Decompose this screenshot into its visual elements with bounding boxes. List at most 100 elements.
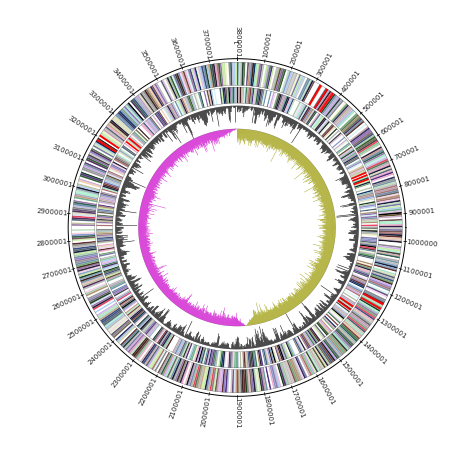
Wedge shape (298, 355, 309, 377)
Wedge shape (278, 300, 286, 313)
Wedge shape (165, 78, 176, 100)
Wedge shape (325, 234, 335, 236)
Wedge shape (162, 80, 174, 101)
Wedge shape (221, 369, 225, 392)
Wedge shape (321, 192, 329, 196)
Wedge shape (115, 232, 123, 233)
Wedge shape (356, 305, 375, 319)
Wedge shape (138, 224, 147, 225)
Wedge shape (148, 266, 156, 270)
Wedge shape (225, 106, 226, 111)
Wedge shape (315, 307, 322, 315)
Wedge shape (299, 159, 308, 167)
Wedge shape (241, 352, 243, 368)
Wedge shape (127, 305, 140, 316)
Wedge shape (157, 135, 159, 137)
Wedge shape (229, 318, 230, 326)
Wedge shape (182, 118, 186, 126)
Wedge shape (361, 225, 377, 226)
Wedge shape (115, 290, 130, 299)
Wedge shape (139, 234, 149, 236)
Wedge shape (119, 257, 124, 259)
Wedge shape (351, 207, 357, 209)
Wedge shape (288, 331, 291, 337)
Wedge shape (166, 290, 173, 297)
Wedge shape (151, 85, 164, 106)
Wedge shape (355, 253, 356, 254)
Wedge shape (159, 167, 167, 173)
Wedge shape (174, 297, 180, 303)
Wedge shape (209, 109, 210, 111)
Wedge shape (173, 123, 176, 127)
Wedge shape (310, 318, 314, 322)
Wedge shape (101, 308, 121, 323)
Wedge shape (269, 92, 275, 108)
Wedge shape (355, 267, 370, 273)
Wedge shape (116, 217, 119, 218)
Wedge shape (173, 295, 180, 303)
Wedge shape (124, 331, 141, 349)
Wedge shape (264, 349, 269, 364)
Wedge shape (154, 311, 160, 317)
Wedge shape (172, 358, 182, 380)
Wedge shape (341, 288, 342, 289)
Wedge shape (336, 166, 342, 169)
Wedge shape (159, 81, 171, 102)
Wedge shape (185, 143, 191, 152)
Wedge shape (259, 108, 261, 117)
Wedge shape (139, 241, 148, 243)
Wedge shape (339, 297, 354, 307)
Wedge shape (283, 115, 284, 118)
Wedge shape (72, 226, 95, 228)
Wedge shape (285, 72, 295, 94)
Wedge shape (118, 250, 124, 252)
Wedge shape (371, 173, 394, 182)
Wedge shape (351, 188, 352, 189)
Wedge shape (325, 295, 334, 302)
Wedge shape (189, 141, 193, 149)
Wedge shape (208, 65, 213, 87)
Wedge shape (123, 183, 136, 189)
Wedge shape (116, 235, 119, 236)
Wedge shape (186, 117, 188, 121)
Wedge shape (162, 333, 172, 347)
Wedge shape (216, 131, 218, 138)
Wedge shape (366, 285, 388, 296)
Wedge shape (170, 327, 172, 329)
Wedge shape (99, 305, 118, 319)
Wedge shape (360, 208, 376, 212)
Wedge shape (274, 339, 276, 343)
Wedge shape (162, 354, 174, 375)
Wedge shape (116, 211, 120, 212)
Wedge shape (285, 117, 288, 122)
Wedge shape (214, 314, 217, 324)
Wedge shape (129, 278, 142, 284)
Wedge shape (196, 308, 201, 318)
Wedge shape (299, 79, 310, 100)
Wedge shape (345, 120, 363, 136)
Wedge shape (77, 264, 100, 272)
Wedge shape (123, 184, 136, 190)
Wedge shape (198, 347, 203, 363)
Wedge shape (214, 316, 217, 324)
Wedge shape (338, 279, 346, 283)
Wedge shape (353, 272, 368, 279)
Wedge shape (219, 131, 221, 137)
Wedge shape (312, 272, 322, 278)
Wedge shape (274, 340, 276, 343)
Wedge shape (98, 208, 114, 212)
Wedge shape (127, 139, 140, 150)
Wedge shape (213, 108, 214, 111)
Wedge shape (193, 346, 200, 361)
Wedge shape (255, 329, 258, 348)
Wedge shape (142, 202, 166, 208)
Wedge shape (167, 323, 171, 328)
Wedge shape (338, 166, 342, 169)
Wedge shape (119, 257, 124, 258)
Wedge shape (137, 314, 149, 327)
Wedge shape (326, 224, 336, 225)
Wedge shape (167, 105, 176, 120)
Wedge shape (138, 315, 150, 328)
Wedge shape (158, 135, 164, 142)
Wedge shape (76, 187, 99, 193)
